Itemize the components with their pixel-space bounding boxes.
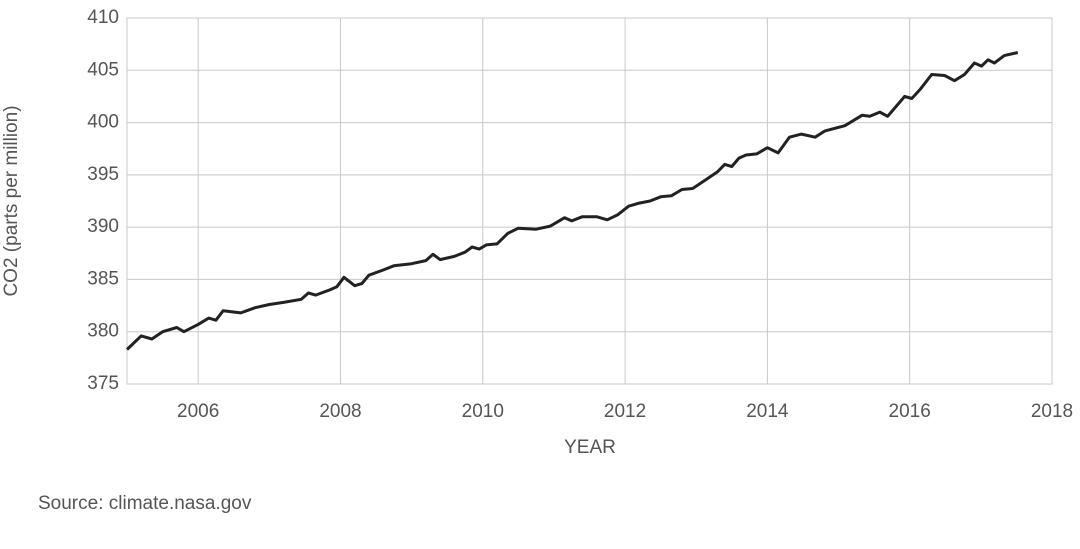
y-tick-label: 395	[87, 164, 119, 185]
plot-frame	[126, 17, 1053, 385]
y-axis-label: CO2 (parts per million)	[1, 105, 22, 296]
y-tick-label: 375	[87, 373, 119, 394]
x-tick-label: 2012	[604, 401, 646, 422]
x-axis-label: YEAR	[564, 437, 616, 458]
x-tick-label: 2006	[177, 401, 219, 422]
y-tick-label: 405	[87, 59, 119, 80]
x-tick-label: 2014	[746, 401, 789, 422]
y-tick-label: 380	[87, 321, 119, 342]
x-tick-label: 2018	[1031, 401, 1073, 422]
y-tick-label: 385	[87, 268, 119, 289]
x-tick-label: 2010	[462, 401, 504, 422]
x-tick-label: 2008	[319, 401, 361, 422]
y-tick-label: 410	[87, 7, 119, 28]
y-tick-label: 400	[87, 112, 119, 133]
x-tick-label: 2016	[889, 401, 931, 422]
data-line	[125, 51, 1019, 351]
y-tick-label: 390	[87, 216, 119, 237]
source-note: Source: climate.nasa.gov	[38, 493, 252, 514]
